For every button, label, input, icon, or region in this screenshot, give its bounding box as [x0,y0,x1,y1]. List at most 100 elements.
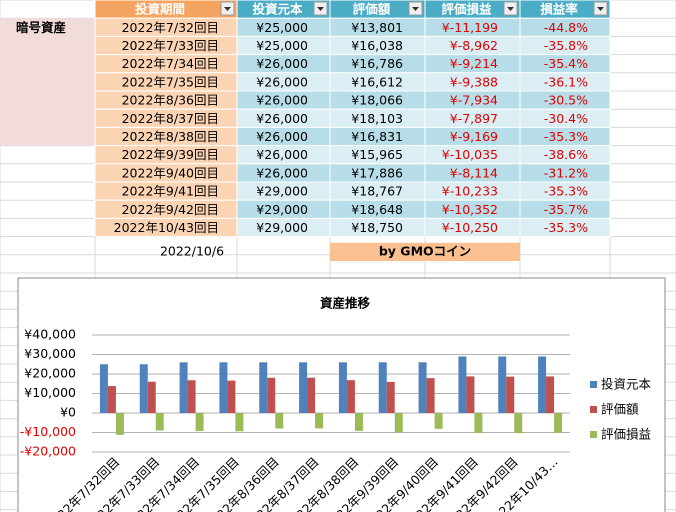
bar [506,376,515,413]
cell-text: -35.4% [544,56,588,71]
cell-text: ¥-9,388 [450,74,498,89]
bar [378,362,387,413]
source-text: by GMOコイン [379,243,471,258]
bar [227,380,236,413]
y-tick-label: -¥10,000 [20,424,76,439]
cell-text: ¥26,000 [256,93,308,108]
cell-text: ¥-7,934 [450,93,498,108]
cell-text: 2022年7/32回目 [122,20,219,35]
legend-swatch [590,431,597,438]
cell-text: 2022年7/35回目 [122,74,219,89]
cell-text: -38.6% [544,147,588,162]
source-cell [330,242,520,261]
cell-text: ¥-10,250 [442,220,498,235]
cell-text: ¥29,000 [256,184,308,199]
cell-text: 2022年9/41回目 [122,184,219,199]
cell-text: ¥16,831 [351,129,403,144]
bar [394,413,403,433]
cell-text: ¥16,612 [351,74,403,89]
cell-text: ¥15,965 [351,147,403,162]
cell-text: 2022年9/40回目 [122,165,219,180]
bar [554,413,563,433]
cell-text: 2022年9/42回目 [122,202,219,217]
bar [538,356,547,413]
bar [115,413,124,435]
bar [458,356,467,413]
filter-arrow [507,7,514,11]
cell-text: 2022年9/39回目 [122,147,219,162]
header-text: 投資元本 [252,2,303,17]
bar [498,356,507,413]
bar [386,381,395,413]
cell-text: ¥-10,035 [442,147,498,162]
bar [546,376,555,413]
cell-text: ¥-7,897 [450,111,498,126]
cell-text: ¥29,000 [256,220,308,235]
cell-text: ¥18,767 [351,184,403,199]
bar [187,380,196,413]
cell-text: -35.7% [544,202,588,217]
cell-text: ¥-8,962 [450,38,498,53]
legend-swatch [590,381,597,388]
filter-arrow [317,7,324,11]
cell-text: -35.3% [544,129,588,144]
bar [179,362,188,413]
cell-text: 2022年10/43回目 [114,220,219,235]
bar [275,413,284,429]
header-text: 損益率 [540,2,578,17]
cell-text: 2022年8/37回目 [122,111,219,126]
cell-text: 2022年7/34回目 [122,56,219,71]
bar [299,362,308,413]
cell-text: ¥16,038 [351,38,403,53]
section-cell [0,18,95,146]
bar [307,377,316,413]
cell-text: ¥25,000 [256,20,308,35]
y-tick-label: ¥10,000 [24,385,76,400]
date-text: 2022/10/6 [160,243,224,258]
cell-text: ¥26,000 [256,129,308,144]
cell-text: ¥18,750 [351,220,403,235]
y-tick-label: ¥30,000 [24,346,76,361]
bar [474,413,483,433]
cell-text: ¥25,000 [256,38,308,53]
cell-text: ¥26,000 [256,165,308,180]
cell-text: ¥18,648 [351,202,403,217]
cell-text: ¥13,801 [351,20,403,35]
cell-text: ¥18,066 [351,93,403,108]
y-tick-label: -¥20,000 [20,444,76,459]
header-text: 評価額 [353,2,391,17]
cell-text: ¥16,786 [351,56,403,71]
chart-title: 資産推移 [320,296,371,311]
cell-text: -30.4% [544,111,588,126]
bar [219,362,228,413]
bar [426,378,435,413]
bar [338,362,347,413]
bar [259,362,268,413]
bar [267,377,276,413]
cell-text: -44.8% [544,20,588,35]
cell-text: ¥18,103 [351,111,403,126]
legend-label: 評価額 [601,402,639,417]
cell-text: ¥17,886 [351,165,403,180]
cell-text: 2022年7/33回目 [122,38,219,53]
cell-text: ¥26,000 [256,74,308,89]
cell-text: -31.2% [544,165,588,180]
bar [235,413,244,432]
cell-text: 2022年8/36回目 [122,93,219,108]
cell-text: -30.5% [544,93,588,108]
bar [418,362,427,413]
cell [519,217,611,238]
bar [107,386,116,413]
cell-text: ¥29,000 [256,202,308,217]
cell-text: -35.8% [544,38,588,53]
legend-swatch [590,406,597,413]
bar [147,381,156,413]
bar [466,376,475,413]
cell-text: ¥-9,169 [450,129,498,144]
legend-label: 評価損益 [601,427,651,442]
cell-text: ¥26,000 [256,111,308,126]
cell-text: ¥-11,199 [442,20,498,35]
filter-arrow [412,7,419,11]
y-tick-label: ¥0 [60,405,76,420]
